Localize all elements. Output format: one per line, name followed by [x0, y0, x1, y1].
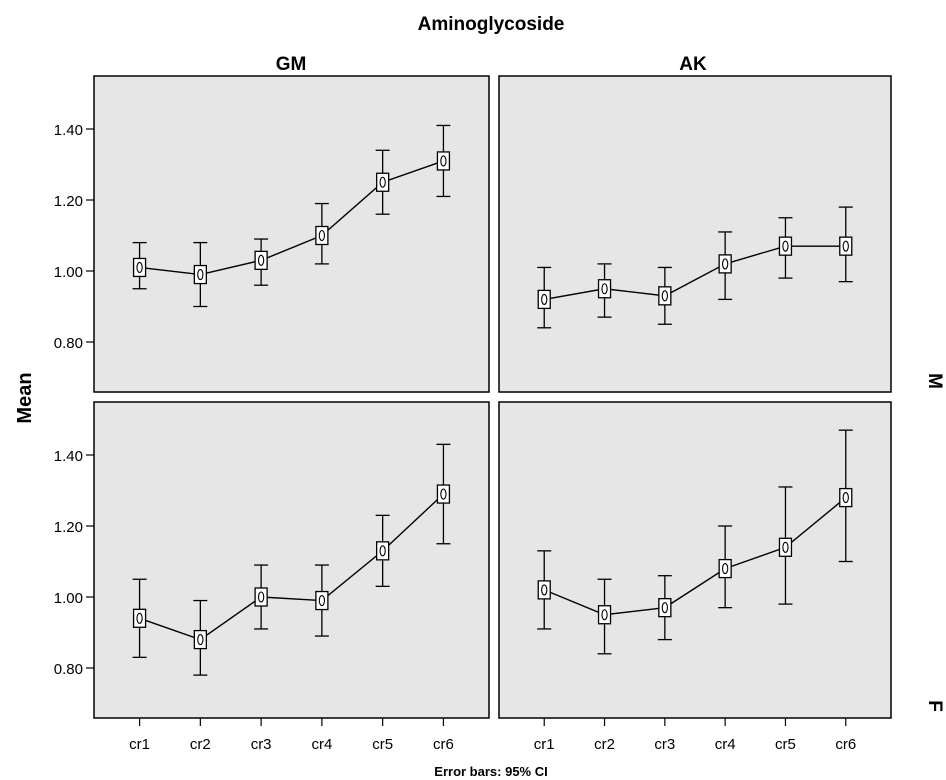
mean-marker-gm-m-cr3	[254, 250, 268, 271]
mean-marker-ak-m-cr2	[597, 279, 612, 299]
mean-marker-gm-m-cr6	[436, 151, 451, 171]
y-tick-label-f-1: 1.00	[54, 590, 83, 607]
mean-marker-ak-f-cr5	[778, 537, 793, 557]
mean-marker-ak-f-cr1	[537, 580, 551, 600]
y-axis-label: Mean	[14, 372, 36, 423]
x-tick-label-gm-cr6: cr6	[433, 736, 454, 753]
mean-marker-gm-f-cr4	[315, 590, 329, 611]
x-tick-label-ak-cr3: cr3	[654, 736, 675, 753]
x-tick-label-ak-cr5: cr5	[775, 736, 796, 753]
mean-marker-gm-m-cr4	[315, 225, 329, 246]
y-tick-label-f-0: 0.80	[54, 661, 83, 678]
mean-marker-gm-f-cr1	[132, 608, 147, 628]
mean-marker-ak-m-cr5	[778, 236, 793, 256]
panel-ak-f	[498, 401, 892, 719]
series-line-gm-m	[139, 160, 444, 276]
x-tick-label-gm-cr3: cr3	[251, 736, 272, 753]
y-tick-label-m-0: 0.80	[54, 335, 83, 352]
y-tick-label-m-3: 1.40	[54, 122, 83, 139]
panel-gm-f	[93, 401, 490, 719]
axes-group: 0.80 1.00 1.20 1.40 0.80 1.00 1.20 1.40 cr1 cr2 cr…	[54, 122, 856, 753]
series-line-ak-m	[544, 245, 846, 301]
mean-marker-ak-f-cr6	[839, 487, 853, 508]
error-bars-footnote: Error bars: 95% CI	[434, 764, 547, 779]
mean-marker-gm-f-cr6	[436, 484, 451, 504]
mean-marker-ak-m-cr6	[839, 236, 853, 256]
column-header-ak: AK	[679, 54, 707, 75]
mean-marker-ak-m-cr3	[658, 286, 672, 306]
x-tick-label-ak-cr6: cr6	[835, 736, 856, 753]
x-tick-label-ak-cr2: cr2	[594, 736, 615, 753]
mean-marker-gm-m-cr2	[193, 264, 207, 285]
panels-group	[93, 75, 892, 719]
mean-marker-ak-f-cr4	[718, 558, 732, 579]
series-line-gm-f	[139, 493, 444, 641]
chart-title: Aminoglycoside	[418, 14, 565, 35]
mean-marker-ak-m-cr1	[537, 289, 551, 310]
row-header-f: F	[924, 700, 945, 712]
x-tick-label-ak-cr1: cr1	[534, 736, 555, 753]
mean-marker-gm-f-cr5	[376, 541, 390, 561]
mean-marker-ak-f-cr2	[597, 605, 612, 625]
mean-marker-gm-m-cr1	[132, 257, 147, 278]
series-line-ak-f	[543, 497, 847, 616]
x-tick-label-gm-cr5: cr5	[372, 736, 393, 753]
column-header-gm: GM	[276, 54, 307, 75]
y-tick-label-m-2: 1.20	[54, 193, 83, 210]
mean-marker-gm-m-cr5	[376, 172, 390, 192]
y-tick-label-f-2: 1.20	[54, 519, 83, 536]
x-tick-label-gm-cr2: cr2	[190, 736, 211, 753]
x-tick-label-gm-cr4: cr4	[311, 736, 332, 753]
mean-marker-ak-f-cr3	[658, 598, 672, 618]
mean-marker-gm-f-cr2	[193, 629, 207, 650]
y-tick-label-m-1: 1.00	[54, 264, 83, 281]
y-tick-label-f-3: 1.40	[54, 448, 83, 465]
panel-gm-m	[93, 75, 490, 393]
row-header-m: M	[924, 373, 945, 389]
x-tick-label-gm-cr1: cr1	[129, 736, 150, 753]
mean-marker-gm-f-cr3	[254, 587, 268, 607]
panel-ak-m	[498, 75, 892, 393]
mean-marker-ak-m-cr4	[718, 254, 732, 274]
x-tick-label-ak-cr4: cr4	[715, 736, 736, 753]
